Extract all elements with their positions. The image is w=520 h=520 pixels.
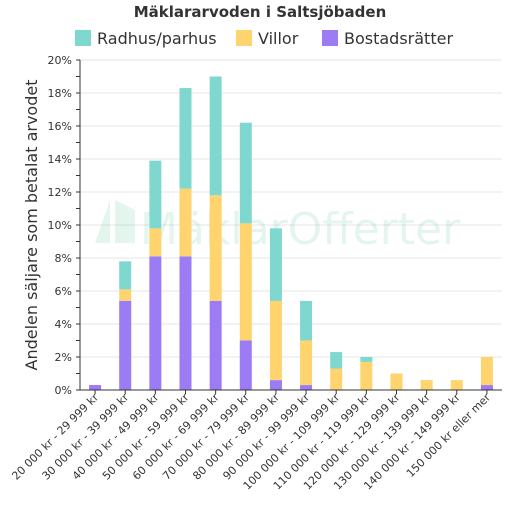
legend-item[interactable]: Bostadsrätter [322, 29, 453, 48]
bar-segment [269, 380, 282, 390]
bar-segment [480, 357, 493, 386]
watermark-text: MäklarOfferter [140, 204, 461, 255]
bar-segment [179, 188, 192, 257]
legend-label: Villor [258, 29, 299, 48]
legend-label: Bostadsrätter [344, 29, 453, 48]
bar-segment [239, 122, 252, 224]
bar-segment [330, 352, 343, 369]
y-tick-label: 12% [48, 186, 72, 199]
y-axis-label: Andelen säljare som betalat arvodet [22, 80, 41, 371]
bars [89, 76, 493, 390]
legend-swatch [322, 30, 338, 46]
bar-segment [239, 340, 252, 390]
bar-segment [360, 357, 373, 362]
bar-segment [480, 385, 493, 390]
bar-segment [209, 300, 222, 390]
legend-swatch [236, 30, 252, 46]
bar-segment [179, 88, 192, 189]
y-tick-labels: 0% 2% 4% 6% 8% 10% 12% 14% 16% 18% 20% [48, 54, 72, 397]
y-tick-label: 2% [55, 351, 72, 364]
y-tick-label: 0% [55, 384, 72, 397]
legend-item[interactable]: Radhus/parhus [75, 29, 217, 48]
bar-segment [119, 261, 132, 290]
bar-segment [269, 228, 282, 301]
bar-segment [209, 195, 222, 301]
bar-segment [149, 160, 162, 229]
y-tick-label: 16% [48, 120, 72, 133]
watermark: MäklarOfferter [95, 200, 461, 255]
bar-segment [149, 256, 162, 390]
bar-segment [119, 289, 132, 301]
bar-segment [269, 300, 282, 381]
bar-segment [239, 223, 252, 341]
y-tick-label: 18% [48, 87, 72, 100]
bar-segment [179, 256, 192, 390]
legend-item[interactable]: Villor [236, 29, 299, 48]
bar-segment [420, 380, 433, 390]
bar-segment [209, 76, 222, 196]
bar-segment [89, 385, 102, 390]
bar-segment [300, 340, 313, 386]
y-tick-label: 10% [48, 219, 72, 232]
y-tick-label: 8% [55, 252, 72, 265]
bar-segment [330, 368, 343, 390]
bar-segment [390, 373, 403, 390]
bar-segment [360, 361, 373, 390]
y-tick-label: 6% [55, 285, 72, 298]
bar-segment [300, 300, 313, 341]
chart-title: Mäklararvoden i Saltsjöbaden [134, 3, 387, 21]
legend-swatch [75, 30, 91, 46]
legend-label: Radhus/parhus [97, 29, 217, 48]
bar-segment [450, 380, 463, 390]
bar-segment [300, 385, 313, 390]
y-tick-label: 4% [55, 318, 72, 331]
axes [76, 59, 502, 394]
y-tick-label: 20% [48, 54, 72, 67]
bar-segment [149, 228, 162, 257]
bar-segment [119, 300, 132, 390]
y-tick-label: 14% [48, 153, 72, 166]
legend: Radhus/parhus Villor Bostadsrätter [75, 29, 453, 48]
